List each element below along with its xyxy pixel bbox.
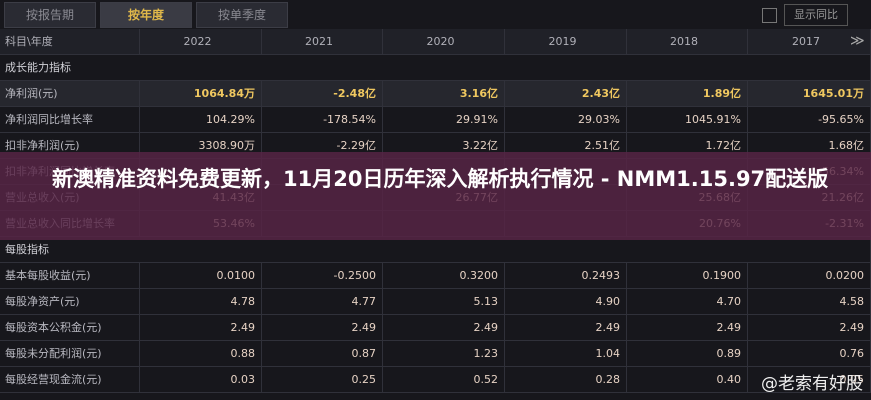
data-cell: 0.25 [262,367,383,393]
data-cell: 2.49 [748,315,871,341]
data-cell: -0.2500 [262,263,383,289]
tab[interactable]: 按报告期 [4,2,96,28]
header-cell: 2019 [505,29,627,55]
row-label: 每股资本公积金(元) [0,315,140,341]
row-label: 每股净资产(元) [0,289,140,315]
data-cell: 0.76 [748,341,871,367]
title-band [0,152,871,240]
data-cell: 0.88 [140,341,262,367]
data-cell: 29.91% [383,107,505,133]
data-cell: 0.87 [262,341,383,367]
data-cell: 2.49 [140,315,262,341]
table-row: 每股未分配利润(元) 0.88 0.87 1.23 1.04 0.89 0.76 [0,341,871,367]
data-cell: 5.13 [383,289,505,315]
data-cell: 0.0100 [140,263,262,289]
expand-icon[interactable]: ≫ [850,33,865,49]
data-cell: 4.90 [505,289,627,315]
section-label: 每股指标 [0,237,871,263]
header-cell: 2017 [748,29,871,55]
header-cell: 科目\年度 [0,29,140,55]
table-row: 每股经营现金流(元) 0.03 0.25 0.52 0.28 0.40 0.05 [0,367,871,393]
checkbox[interactable] [762,8,777,23]
data-cell: 29.03% [505,107,627,133]
tab[interactable]: 按年度 [100,2,192,28]
data-cell: 0.1900 [627,263,748,289]
data-cell: 0.3200 [383,263,505,289]
data-cell: 1645.01万 [748,81,871,107]
data-cell: 0.52 [383,367,505,393]
row-label: 净利润(元) [0,81,140,107]
article-title: 新澳精准资料免费更新，11月20日历年深入解析执行情况 - NMM1.15.97… [52,167,829,191]
row-label: 每股经营现金流(元) [0,367,140,393]
section-label: 成长能力指标 [0,55,871,81]
data-cell: 1045.91% [627,107,748,133]
data-cell: -178.54% [262,107,383,133]
table-row: 成长能力指标 [0,55,871,81]
data-cell: 4.58 [748,289,871,315]
row-label: 每股未分配利润(元) [0,341,140,367]
table-row: 净利润同比增长率 104.29% -178.54% 29.91% 29.03% 1045.… [0,107,871,133]
row-label: 净利润同比增长率 [0,107,140,133]
data-cell: 2.49 [383,315,505,341]
data-cell: 2.49 [627,315,748,341]
data-cell: -2.48亿 [262,81,383,107]
header-cell: 2018 [627,29,748,55]
table-row: 基本每股收益(元) 0.0100 -0.2500 0.3200 0.2493 0.1900… [0,263,871,289]
data-cell: 4.78 [140,289,262,315]
toggle-label[interactable]: 显示同比 [784,4,848,26]
data-cell: -95.65% [748,107,871,133]
data-cell: 3.16亿 [383,81,505,107]
data-cell: 1.89亿 [627,81,748,107]
data-cell: 0.03 [140,367,262,393]
header-cell: 2021 [262,29,383,55]
table-row: 每股净资产(元) 4.78 4.77 5.13 4.90 4.70 4.58 [0,289,871,315]
data-cell: 0.0200 [748,263,871,289]
data-cell: 0.2493 [505,263,627,289]
tab[interactable]: 按单季度 [196,2,288,28]
data-cell: 1.23 [383,341,505,367]
table-row: 每股资本公积金(元) 2.49 2.49 2.49 2.49 2.49 2.49 [0,315,871,341]
watermark: @老索有好股 [761,374,863,394]
header-cell: 2020 [383,29,505,55]
data-cell: 0.28 [505,367,627,393]
row-label: 基本每股收益(元) [0,263,140,289]
table-row: 净利润(元) 1064.84万 -2.48亿 3.16亿 2.43亿 1.89亿 1645.… [0,81,871,107]
data-cell: 1.04 [505,341,627,367]
table-row: 每股指标 [0,237,871,263]
data-cell: 4.70 [627,289,748,315]
data-cell: 2.49 [505,315,627,341]
data-cell: 104.29% [140,107,262,133]
header-cell: 2022 [140,29,262,55]
data-cell: 2.43亿 [505,81,627,107]
data-cell: 0.40 [627,367,748,393]
data-cell: 1064.84万 [140,81,262,107]
data-cell: 4.77 [262,289,383,315]
data-cell: 2.49 [262,315,383,341]
data-cell: 0.89 [627,341,748,367]
